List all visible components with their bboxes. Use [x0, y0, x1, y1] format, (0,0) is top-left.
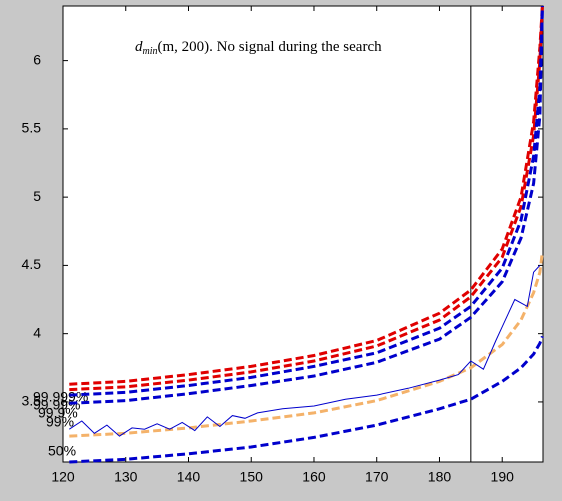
- series-line: [69, 5, 544, 397]
- annotation: 99.99%: [33, 397, 80, 413]
- y-tick-label: 6: [33, 51, 41, 67]
- chart-title: dmin(m, 200). No signal during the searc…: [135, 39, 382, 57]
- y-tick-label: 4.5: [22, 256, 42, 272]
- title-symbol: d: [135, 39, 143, 55]
- x-tick-label: 180: [428, 469, 452, 485]
- annotation: 50%: [48, 443, 76, 459]
- y-tick-label: 5.5: [22, 120, 42, 136]
- x-tick-label: 170: [365, 469, 389, 485]
- x-tick-label: 190: [491, 469, 515, 485]
- x-tick-label: 130: [114, 469, 138, 485]
- y-tick-label: 4: [33, 324, 41, 340]
- y-tick-label: 5: [33, 188, 41, 204]
- x-tick-label: 150: [240, 469, 264, 485]
- title-subscript: min: [143, 46, 158, 57]
- annotation: 99.9%: [38, 405, 78, 421]
- series-line: [69, 251, 544, 438]
- x-tick-label: 120: [51, 469, 75, 485]
- series-line: [69, 265, 541, 437]
- title-text: (m, 200). No signal during the search: [158, 39, 383, 55]
- x-tick-label: 140: [177, 469, 201, 485]
- series-line: [69, 335, 544, 464]
- annotation: 99.999%: [33, 389, 88, 405]
- series-line: [69, 5, 544, 386]
- y-tick-label: 3.5: [22, 393, 42, 409]
- series-line: [69, 5, 544, 392]
- x-tick-label: 160: [302, 469, 326, 485]
- series-line: [69, 5, 544, 405]
- annotation: 99%: [46, 414, 74, 430]
